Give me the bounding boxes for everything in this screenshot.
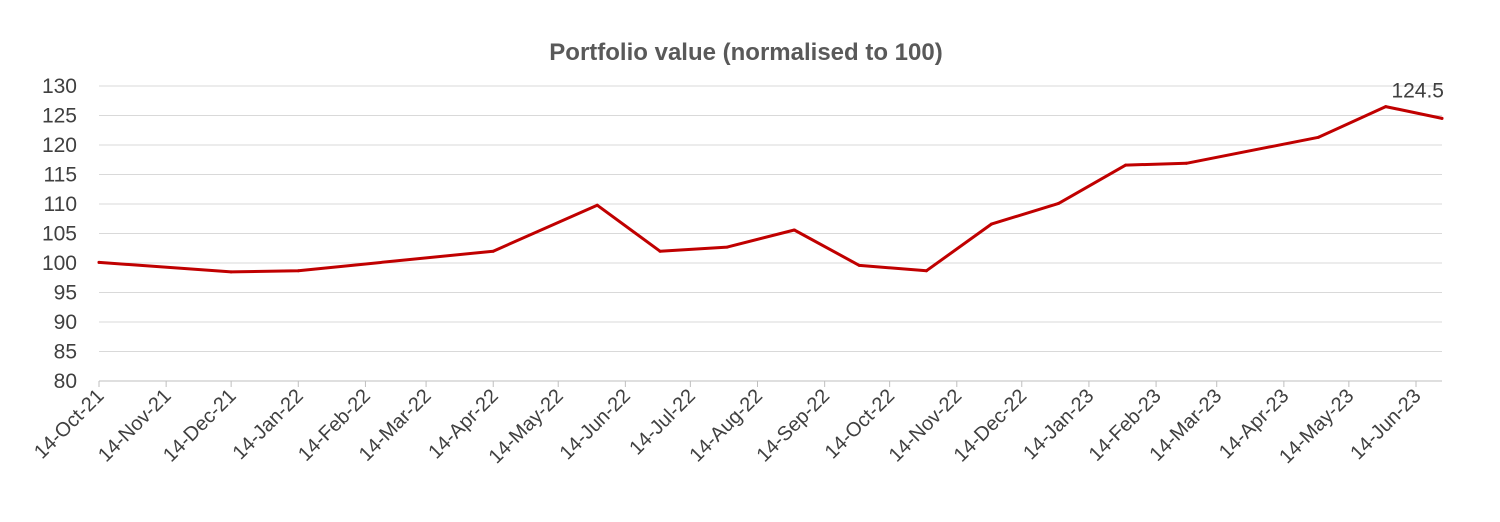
data-point bbox=[989, 222, 993, 226]
data-point bbox=[229, 270, 233, 274]
data-point bbox=[925, 269, 928, 273]
data-point bbox=[595, 203, 599, 207]
x-tick-label: 14-Sep-22 bbox=[753, 385, 835, 467]
data-point bbox=[97, 260, 101, 264]
x-tick-label: 14-Jun-22 bbox=[556, 385, 635, 464]
gridlines bbox=[99, 85, 1442, 352]
data-point bbox=[857, 263, 861, 267]
x-axis: 14-Oct-2114-Nov-2114-Dec-2114-Jan-2214-F… bbox=[30, 380, 1442, 468]
data-point bbox=[658, 249, 662, 253]
data-point bbox=[725, 245, 729, 249]
y-tick-label: 85 bbox=[54, 341, 77, 364]
y-tick-label: 130 bbox=[42, 75, 77, 98]
y-tick-label: 80 bbox=[54, 370, 77, 393]
y-tick-label: 90 bbox=[54, 311, 77, 334]
y-tick-label: 110 bbox=[44, 193, 77, 216]
data-point bbox=[1384, 105, 1388, 109]
data-point bbox=[792, 228, 796, 232]
data-labels: 124.5 bbox=[1391, 79, 1444, 102]
data-point bbox=[1124, 163, 1128, 167]
data-point bbox=[296, 269, 300, 273]
data-label: 124.5 bbox=[1391, 79, 1444, 102]
y-tick-label: 95 bbox=[54, 282, 77, 305]
data-point bbox=[1440, 116, 1444, 120]
series-line bbox=[97, 105, 1444, 274]
y-tick-label: 125 bbox=[42, 105, 77, 128]
series-layer bbox=[97, 105, 1444, 274]
y-tick-label: 100 bbox=[42, 252, 77, 275]
data-point bbox=[1057, 201, 1061, 205]
x-tick-label: 14-Jun-23 bbox=[1346, 385, 1425, 464]
data-point bbox=[1184, 161, 1188, 165]
y-axis: 80 85 90 95 100 105 110 115 120 125 130 bbox=[42, 75, 77, 393]
data-point bbox=[1317, 135, 1320, 139]
chart-title: Portfolio value (normalised to 100) bbox=[549, 39, 942, 66]
y-tick-label: 120 bbox=[42, 134, 77, 157]
y-tick-label: 115 bbox=[44, 164, 77, 187]
y-tick-label: 105 bbox=[42, 223, 77, 246]
data-point bbox=[491, 249, 495, 253]
